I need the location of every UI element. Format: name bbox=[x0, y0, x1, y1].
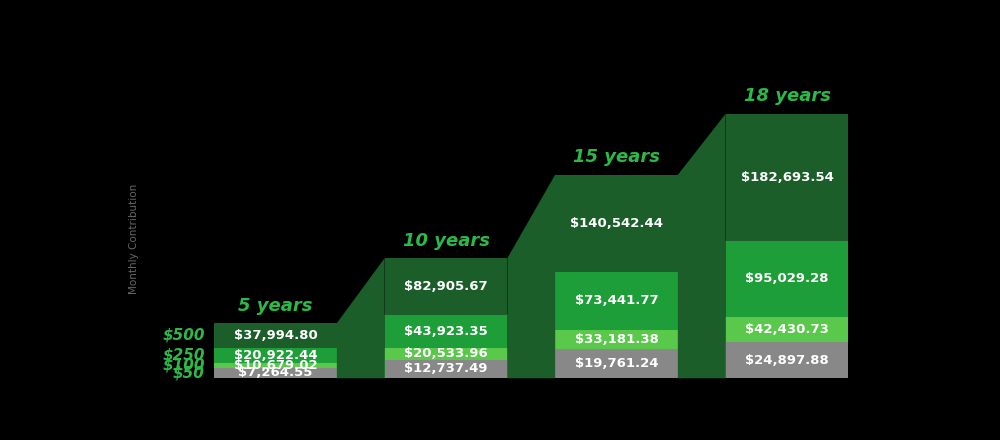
Polygon shape bbox=[678, 114, 726, 378]
Polygon shape bbox=[507, 175, 555, 378]
FancyBboxPatch shape bbox=[555, 175, 678, 272]
Polygon shape bbox=[507, 272, 555, 378]
Text: $250: $250 bbox=[162, 348, 205, 363]
FancyBboxPatch shape bbox=[214, 348, 337, 363]
Polygon shape bbox=[337, 258, 385, 378]
Text: 10 years: 10 years bbox=[403, 231, 490, 249]
Text: $50: $50 bbox=[173, 365, 205, 380]
Text: 5 years: 5 years bbox=[238, 297, 313, 315]
Text: $24,897.88: $24,897.88 bbox=[745, 354, 829, 367]
Text: $182,693.54: $182,693.54 bbox=[741, 171, 833, 183]
Text: $500: $500 bbox=[162, 328, 205, 343]
FancyBboxPatch shape bbox=[726, 317, 848, 342]
Polygon shape bbox=[337, 359, 385, 378]
FancyBboxPatch shape bbox=[385, 315, 507, 348]
Text: $20,922.44: $20,922.44 bbox=[234, 348, 317, 362]
Text: 18 years: 18 years bbox=[744, 87, 831, 105]
FancyBboxPatch shape bbox=[555, 272, 678, 330]
Text: $20,533.96: $20,533.96 bbox=[404, 348, 488, 360]
Text: 15 years: 15 years bbox=[573, 148, 660, 166]
Text: $33,181.38: $33,181.38 bbox=[575, 333, 658, 346]
Text: $19,761.24: $19,761.24 bbox=[575, 357, 658, 370]
FancyBboxPatch shape bbox=[214, 323, 337, 348]
FancyBboxPatch shape bbox=[385, 348, 507, 359]
FancyBboxPatch shape bbox=[726, 114, 848, 241]
FancyBboxPatch shape bbox=[214, 363, 337, 367]
Text: $82,905.67: $82,905.67 bbox=[404, 280, 488, 293]
Polygon shape bbox=[678, 317, 726, 378]
Polygon shape bbox=[507, 349, 555, 378]
Text: $95,029.28: $95,029.28 bbox=[745, 272, 829, 285]
Polygon shape bbox=[678, 241, 726, 378]
Text: $43,923.35: $43,923.35 bbox=[404, 325, 488, 338]
FancyBboxPatch shape bbox=[385, 258, 507, 315]
Text: $12,737.49: $12,737.49 bbox=[404, 362, 488, 375]
Text: $7,264.55: $7,264.55 bbox=[238, 366, 313, 379]
FancyBboxPatch shape bbox=[555, 349, 678, 378]
FancyBboxPatch shape bbox=[555, 330, 678, 349]
Text: $140,542.44: $140,542.44 bbox=[570, 217, 663, 230]
Text: $10,679.02: $10,679.02 bbox=[234, 359, 317, 371]
Text: $37,994.80: $37,994.80 bbox=[234, 329, 317, 342]
FancyBboxPatch shape bbox=[726, 342, 848, 378]
Polygon shape bbox=[507, 330, 555, 378]
Text: $73,441.77: $73,441.77 bbox=[575, 294, 658, 308]
Text: Monthly Contribution: Monthly Contribution bbox=[129, 184, 139, 294]
FancyBboxPatch shape bbox=[385, 359, 507, 378]
Polygon shape bbox=[678, 342, 726, 378]
Text: $42,430.73: $42,430.73 bbox=[745, 323, 829, 336]
Polygon shape bbox=[337, 348, 385, 378]
Polygon shape bbox=[337, 315, 385, 378]
Text: $100: $100 bbox=[162, 358, 205, 373]
FancyBboxPatch shape bbox=[214, 367, 337, 378]
FancyBboxPatch shape bbox=[726, 241, 848, 317]
